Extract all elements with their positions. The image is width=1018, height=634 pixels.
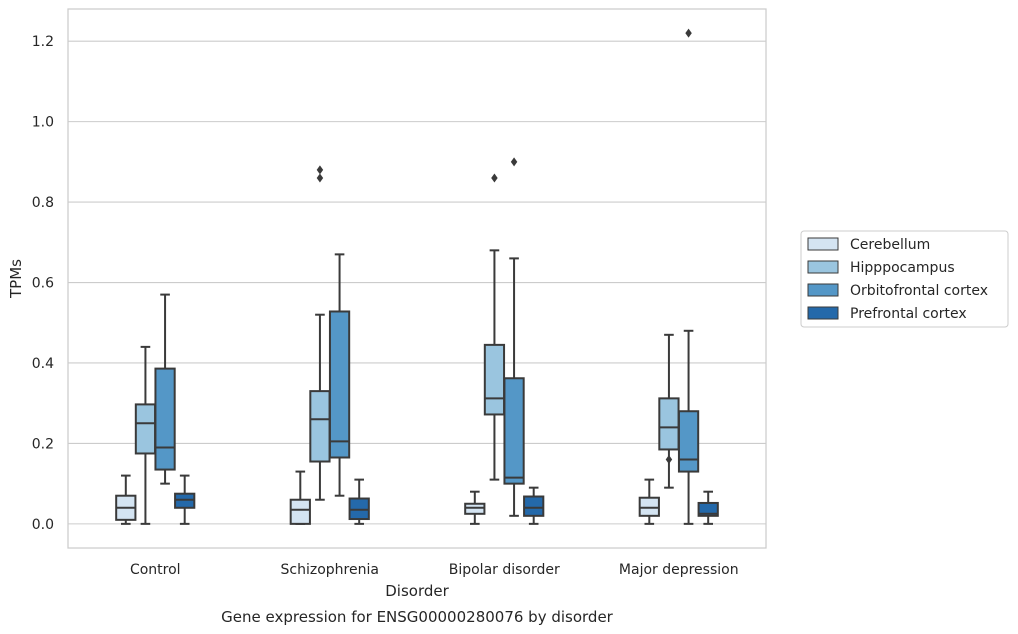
box-prefrontal-cortex	[697, 490, 719, 525]
y-tick-label: 0.8	[32, 195, 54, 211]
outlier-point	[510, 157, 518, 167]
plot-frame	[67, 8, 767, 549]
box-iqr	[658, 397, 680, 451]
y-tick-label: 1.2	[32, 34, 54, 50]
box-iqr	[174, 492, 196, 509]
x-tick-labels: Control Schizophrenia Bipolar disorder Majo…	[130, 562, 739, 578]
box-iqr	[503, 377, 525, 485]
x-tick-label: Schizophrenia	[281, 562, 379, 578]
outlier-point	[665, 455, 673, 465]
box-orbitofrontal-cortex	[677, 28, 700, 525]
box-cerebellum	[464, 490, 486, 525]
legend-swatch	[807, 283, 839, 297]
box-iqr	[638, 496, 660, 517]
y-tick-label: 0.2	[32, 436, 54, 452]
box-hipppocampus	[134, 345, 157, 525]
box-iqr	[289, 498, 311, 525]
legend-swatch	[807, 260, 839, 274]
y-tick-label: 1.0	[32, 115, 54, 131]
outlier-point	[316, 165, 324, 175]
box-prefrontal-cortex	[348, 478, 370, 525]
box-iqr	[309, 390, 331, 463]
box-cerebellum	[289, 470, 311, 525]
x-axis-label: Disorder	[385, 582, 449, 600]
chart-title: Gene expression for ENSG00000280076 by d…	[221, 608, 614, 626]
box-cerebellum	[638, 478, 660, 525]
legend-label: Hipppocampus	[850, 260, 955, 276]
y-axis-label: TPMs	[7, 259, 25, 299]
box-orbitofrontal-cortex	[328, 253, 351, 497]
x-tick-label: Major depression	[619, 562, 739, 578]
box-orbitofrontal-cortex	[154, 293, 176, 485]
box-iqr	[523, 495, 545, 517]
box-prefrontal-cortex	[174, 474, 196, 525]
box-prefrontal-cortex	[523, 486, 545, 525]
outlier-point	[685, 28, 692, 38]
box-iqr	[154, 367, 176, 471]
box-iqr	[134, 403, 157, 455]
box-series	[115, 28, 719, 525]
y-tick-label: 0.6	[32, 276, 54, 292]
legend: Cerebellum Hipppocampus Orbitofrontal cort…	[800, 230, 1009, 328]
legend-swatch	[807, 306, 839, 320]
legend-label: Prefrontal cortex	[850, 306, 967, 322]
legend-label: Cerebellum	[850, 237, 930, 253]
box-iqr	[483, 343, 506, 416]
outlier-point	[491, 173, 498, 183]
y-tick-labels: 0.0 0.2 0.4 0.6 0.8 1.0 1.2	[32, 34, 54, 533]
box-hipppocampus	[309, 165, 331, 501]
legend-frame	[800, 230, 1009, 328]
outlier-point	[316, 173, 324, 183]
box-iqr	[348, 497, 370, 521]
box-iqr	[328, 310, 351, 459]
y-tick-label: 0.0	[32, 517, 54, 533]
box-hipppocampus	[483, 173, 506, 481]
box-cerebellum	[115, 474, 137, 525]
box-hipppocampus	[658, 333, 680, 489]
y-tick-label: 0.4	[32, 356, 54, 372]
box-iqr	[464, 502, 486, 515]
box-iqr	[677, 410, 700, 473]
legend-label: Orbitofrontal cortex	[850, 283, 988, 299]
legend-swatch	[807, 237, 839, 251]
box-orbitofrontal-cortex	[503, 157, 525, 517]
grid-lines	[68, 40, 766, 525]
x-tick-label: Bipolar disorder	[449, 562, 560, 578]
x-tick-label: Control	[130, 562, 181, 578]
box-iqr	[697, 501, 719, 517]
